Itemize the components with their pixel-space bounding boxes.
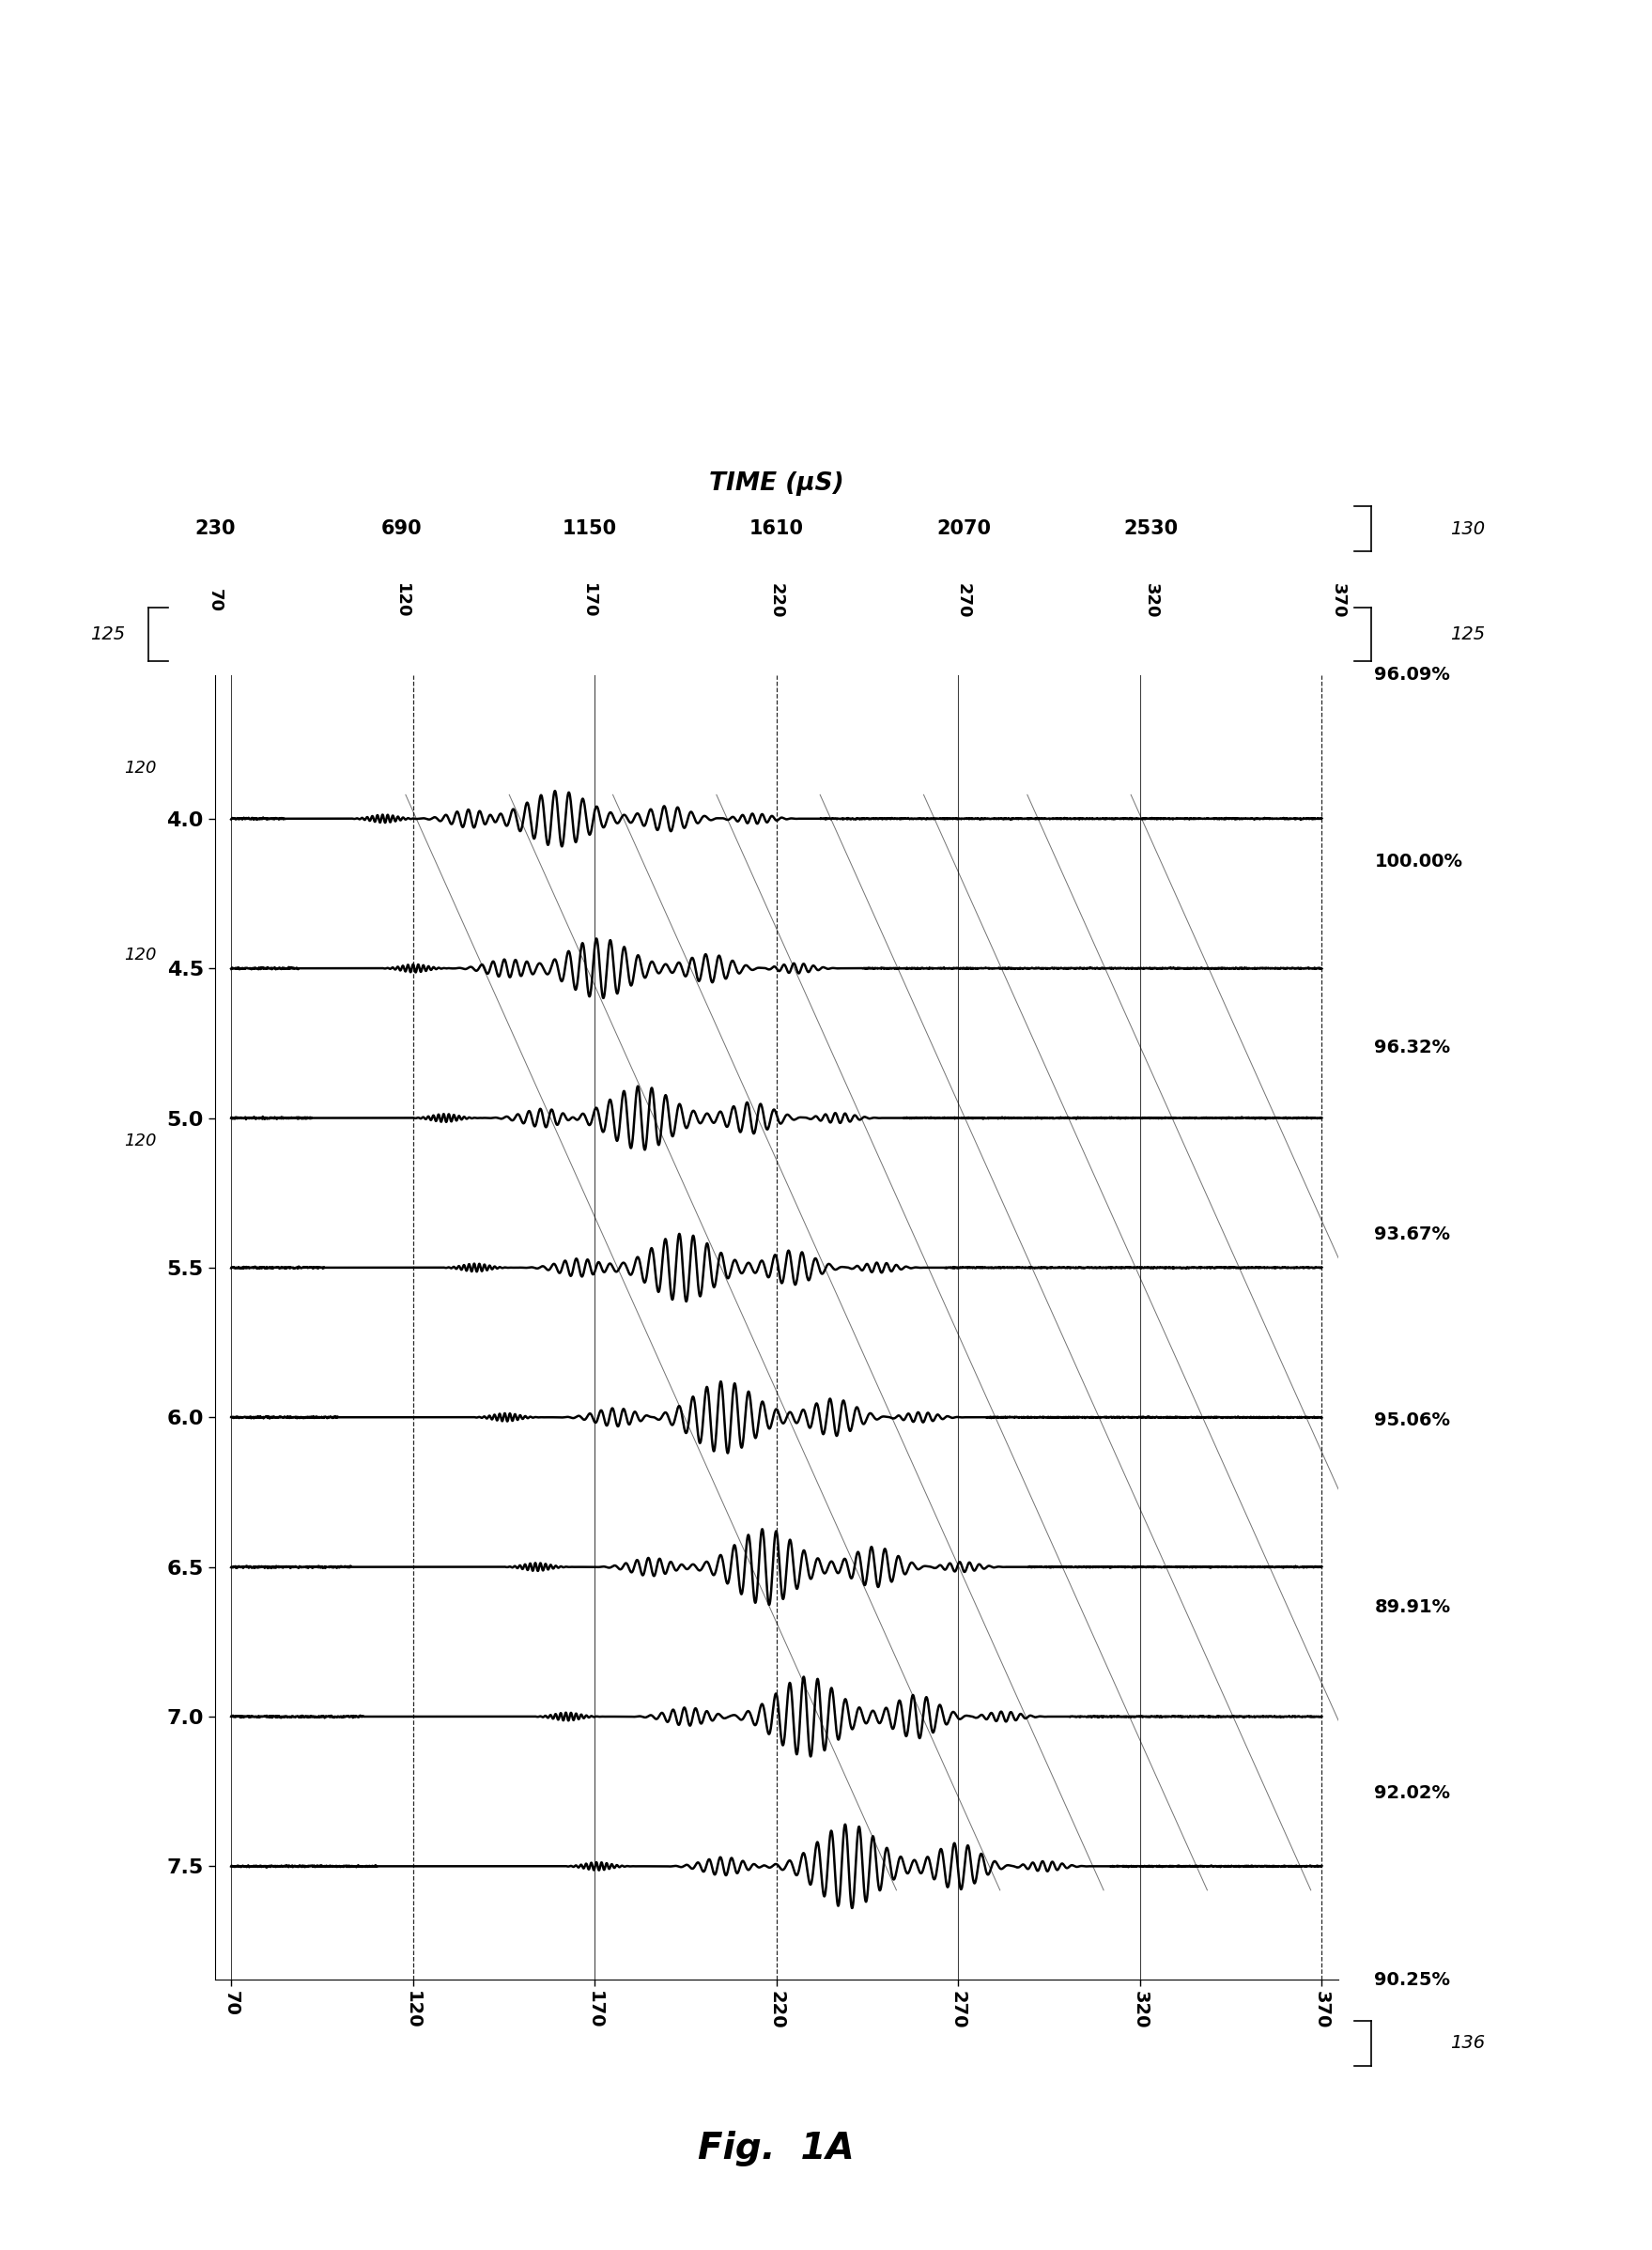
Text: 100.00%: 100.00%	[1374, 853, 1462, 871]
Text: 120: 120	[124, 1132, 157, 1150]
Text: 120: 120	[393, 583, 410, 619]
Text: Fig.  1A: Fig. 1A	[699, 2131, 854, 2167]
Text: 120: 120	[124, 947, 157, 963]
Text: 136: 136	[1450, 2034, 1485, 2052]
Text: 125: 125	[89, 626, 126, 644]
Text: 89.91%: 89.91%	[1374, 1598, 1450, 1616]
Text: 1150: 1150	[562, 520, 616, 538]
Text: 70: 70	[206, 590, 223, 612]
Text: 90.25%: 90.25%	[1374, 1971, 1450, 1989]
Text: 690: 690	[382, 520, 423, 538]
Text: 220: 220	[768, 583, 785, 619]
Text: 170: 170	[582, 583, 598, 619]
Text: 270: 270	[955, 583, 971, 619]
Text: 320: 320	[1143, 583, 1160, 619]
Text: TIME (μS): TIME (μS)	[709, 472, 844, 495]
Text: 125: 125	[1450, 626, 1485, 644]
Text: 230: 230	[195, 520, 235, 538]
Text: 95.06%: 95.06%	[1374, 1411, 1450, 1429]
Text: 93.67%: 93.67%	[1374, 1226, 1450, 1244]
Text: 130: 130	[1450, 520, 1485, 538]
Text: 92.02%: 92.02%	[1374, 1784, 1450, 1802]
Text: 120: 120	[124, 761, 157, 776]
Text: 2530: 2530	[1123, 520, 1178, 538]
Text: 96.09%: 96.09%	[1374, 666, 1450, 684]
Text: 2070: 2070	[937, 520, 991, 538]
Text: 370: 370	[1330, 583, 1346, 619]
Text: 96.32%: 96.32%	[1374, 1040, 1450, 1058]
Text: 1610: 1610	[750, 520, 803, 538]
